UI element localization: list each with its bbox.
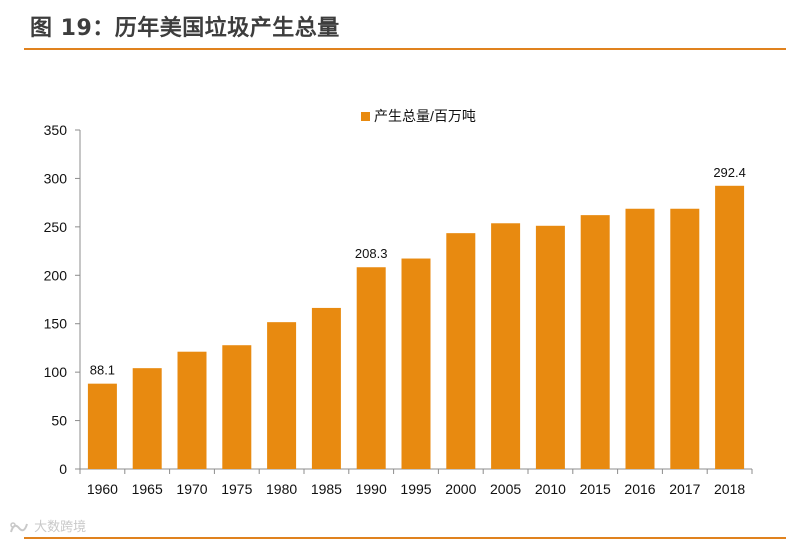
y-tick-label: 150 — [44, 316, 68, 332]
x-tick-label: 2016 — [624, 481, 655, 497]
x-tick-label: 1980 — [266, 481, 297, 497]
x-tick-label: 2017 — [669, 481, 700, 497]
x-tick-label: 1995 — [400, 481, 431, 497]
legend-swatch — [361, 112, 370, 121]
bar-2005 — [491, 223, 521, 469]
y-tick-label: 300 — [44, 170, 68, 186]
watermark: 大数跨境 — [8, 516, 86, 536]
x-tick-label: 1975 — [221, 481, 252, 497]
bar-2000 — [446, 233, 476, 469]
y-tick-label: 100 — [44, 364, 68, 380]
bar-2017 — [670, 208, 700, 469]
x-tick-label: 1970 — [176, 481, 207, 497]
y-tick-label: 250 — [44, 219, 68, 235]
bar-1995 — [401, 258, 431, 469]
y-tick-label: 50 — [51, 413, 67, 429]
x-tick-label: 2005 — [490, 481, 521, 497]
bar-1980 — [267, 322, 297, 469]
bar-1990 — [356, 267, 386, 469]
bar-2010 — [535, 225, 565, 469]
bar-1965 — [132, 368, 162, 469]
y-tick-label: 350 — [44, 122, 68, 138]
watermark-logo-icon — [10, 521, 28, 532]
x-tick-label: 1985 — [311, 481, 342, 497]
data-label: 292.4 — [713, 165, 746, 180]
y-tick-label: 200 — [44, 267, 68, 283]
chart-title: 图 19：历年美国垃圾产生总量 — [30, 16, 340, 41]
x-tick-label: 2018 — [714, 481, 745, 497]
title-divider — [24, 48, 786, 50]
legend-label: 产生总量/百万吨 — [374, 108, 476, 124]
bar-2016 — [625, 208, 655, 469]
x-tick-label: 2015 — [580, 481, 611, 497]
data-label: 88.1 — [90, 363, 115, 378]
x-tick-label: 2000 — [445, 481, 476, 497]
watermark-text: 大数跨境 — [34, 520, 87, 535]
x-tick-label: 1960 — [87, 481, 118, 497]
data-label: 208.3 — [355, 246, 388, 261]
bar-1960 — [87, 383, 117, 469]
x-tick-label: 2010 — [535, 481, 566, 497]
bar-1985 — [311, 307, 341, 469]
bar-1970 — [177, 351, 207, 469]
y-tick-label: 0 — [59, 461, 67, 477]
footer-divider — [24, 537, 786, 539]
x-tick-label: 1965 — [132, 481, 163, 497]
bar-1975 — [222, 345, 252, 469]
bar-2018 — [715, 185, 745, 469]
x-tick-label: 1990 — [356, 481, 387, 497]
bar-2015 — [580, 215, 610, 469]
